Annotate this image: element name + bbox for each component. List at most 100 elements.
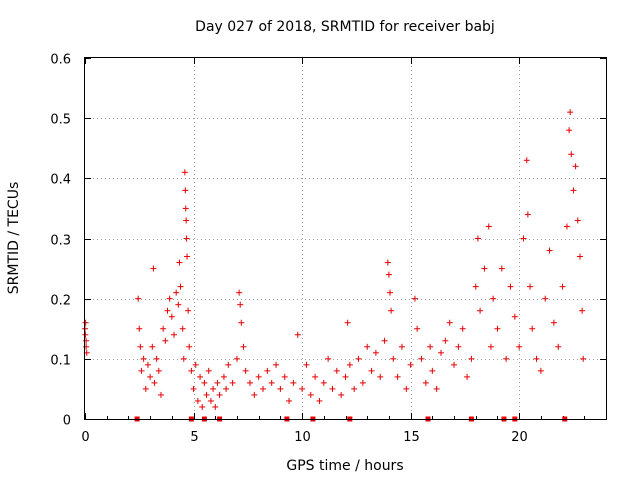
data-point [555,343,562,350]
data-point [542,295,549,302]
data-point [173,289,180,296]
data-point [166,295,173,302]
data-point [579,307,586,314]
data-point [147,373,154,380]
data-point [192,361,199,368]
data-point [203,391,210,398]
data-point [359,379,366,386]
y-tick-label: 0.5 [50,113,71,128]
data-point [142,385,149,392]
data-point [223,385,230,392]
data-point [207,397,214,404]
data-point [179,325,186,332]
data-point [342,373,349,380]
data-point [377,373,384,380]
data-point [567,109,574,116]
data-point [451,361,458,368]
data-point [197,373,204,380]
data-point [233,355,240,362]
y-tick-label: 0.2 [50,294,71,309]
data-point [351,385,358,392]
data-point [82,319,89,326]
data-point [368,367,375,374]
data-point [566,127,573,134]
data-point [364,343,371,350]
grid [85,58,606,419]
data-point [487,343,494,350]
data-point [183,235,190,242]
data-point [182,187,189,194]
data-point [559,283,566,290]
data-point [238,319,245,326]
data-point [199,403,206,410]
data-point [546,247,553,254]
data-point [385,271,392,278]
data-point [533,355,540,362]
x-axis-label: GPS time / hours [286,458,403,474]
data-point [433,385,440,392]
data-point [563,223,570,230]
data-point [516,343,523,350]
data-point [442,337,449,344]
data-point [355,355,362,362]
data-point [150,265,157,272]
plot-frame [84,57,607,420]
data-point [83,343,90,350]
data-point [155,367,162,374]
data-point [474,235,481,242]
data-point [299,385,306,392]
data-point [537,367,544,374]
data-point [580,355,587,362]
data-point [459,325,466,332]
y-tick-label: 0 [63,414,71,429]
data-point [82,331,89,338]
data-point [140,355,147,362]
data-point [481,265,488,272]
y-tick-label: 0.1 [50,354,71,369]
data-point [338,391,345,398]
data-point [381,337,388,344]
data-point [550,319,557,326]
data-point [162,337,169,344]
data-point [229,379,236,386]
data-point [572,163,579,170]
data-point [418,355,425,362]
data-point [264,367,271,374]
data-point [188,367,195,374]
data-point [344,319,351,326]
data-point [164,307,171,314]
axis-ticks [85,58,606,420]
data-point [151,379,158,386]
y-tick-label: 0.6 [50,53,71,68]
data-point [149,343,156,350]
data-point [520,235,527,242]
data-point [210,385,217,392]
data-point [176,259,183,266]
data-point [477,307,484,314]
data-point [273,361,280,368]
x-tick-label: 10 [294,430,311,445]
data-point [490,295,497,302]
data-point [568,151,575,158]
data-point [333,367,340,374]
data-point [422,379,429,386]
data-points [82,109,587,422]
data-point [281,373,288,380]
data-point [216,391,223,398]
data-point [138,367,145,374]
data-point [153,355,160,362]
data-point [246,379,253,386]
data-point [212,403,219,410]
data-point [503,355,510,362]
data-point [485,223,492,230]
data-point [398,343,405,350]
data-point [184,253,191,260]
data-point [446,319,453,326]
data-point [181,169,188,176]
data-point [255,373,262,380]
data-point [320,379,327,386]
x-tick-label: 5 [190,430,198,445]
data-point [388,307,395,314]
data-point [468,355,475,362]
